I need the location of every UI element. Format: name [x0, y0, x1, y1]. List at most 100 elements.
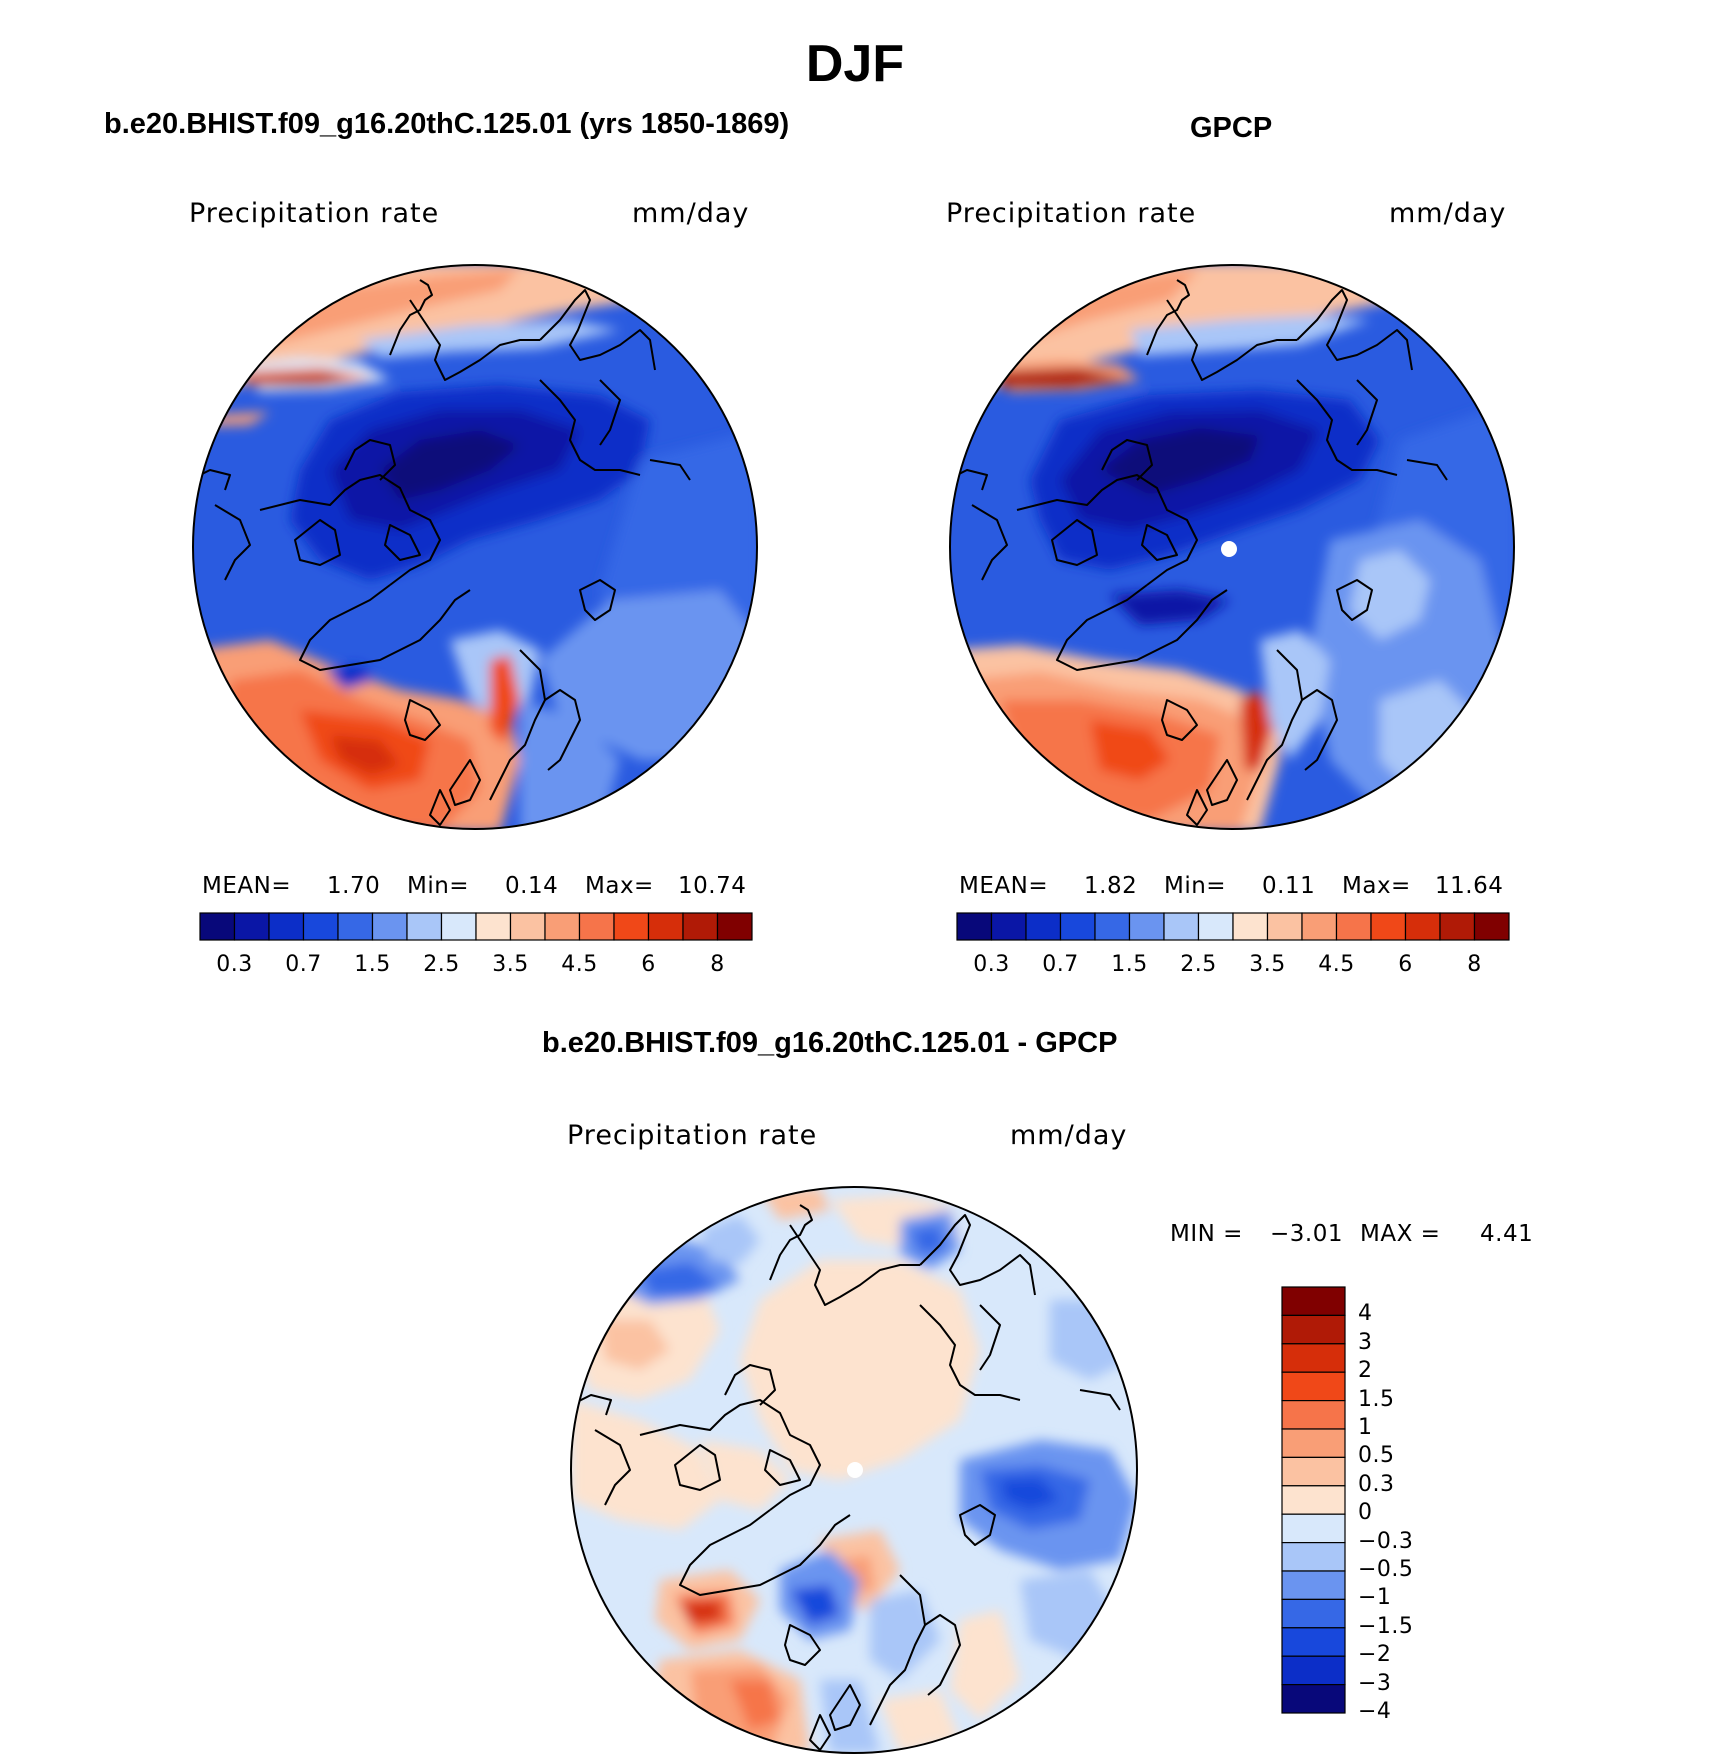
- model-colorbar-box: [613, 912, 650, 941]
- obs-colorbar-box: [1197, 912, 1234, 941]
- obs-colorbar-box: [1370, 912, 1407, 941]
- figure-title: DJF: [805, 35, 905, 93]
- diff-colorbar-tick: −1: [1358, 1585, 1392, 1611]
- diff-colorbar-box: [1281, 1286, 1346, 1316]
- diff-panel-title: b.e20.BHIST.f09_g16.20thC.125.01 - GPCP: [542, 1027, 1118, 1059]
- diff-min-value: −3.01: [1270, 1221, 1343, 1247]
- model-colorbar-box: [233, 912, 270, 941]
- diff-colorbar-tick: −4: [1358, 1699, 1392, 1724]
- diff-colorbar-box: [1281, 1314, 1346, 1345]
- diff-colorbar-box: [1281, 1627, 1346, 1657]
- obs-colorbar-tick: 2.5: [1180, 952, 1217, 977]
- obs-colorbar-box: [1128, 912, 1165, 941]
- model-mean-value: 1.70: [327, 873, 381, 899]
- model-min-label: Min=: [407, 873, 470, 899]
- model-colorbar-box: [475, 912, 512, 941]
- diff-min-label: MIN =: [1170, 1221, 1243, 1247]
- diff-colorbar-tick: 1.5: [1358, 1386, 1395, 1412]
- model-colorbar-tick: 3.5: [492, 952, 529, 977]
- obs-colorbar-box: [1404, 912, 1441, 941]
- obs-colorbar-box: [1232, 912, 1269, 941]
- model-colorbar-box: [268, 912, 305, 941]
- obs-max-label: Max=: [1342, 873, 1411, 899]
- model-colorbar-box: [509, 912, 546, 941]
- model-colorbar-box: [682, 912, 719, 941]
- model-colorbar-box: [440, 912, 477, 941]
- obs-mean-value: 1.82: [1084, 873, 1138, 899]
- obs-panel-title: GPCP: [1190, 112, 1273, 144]
- diff-colorbar-box: [1281, 1428, 1346, 1458]
- diff-colorbar-box: [1281, 1513, 1346, 1544]
- diff-variable-label: Precipitation rate: [567, 1120, 818, 1151]
- diff-colorbar-box: [1281, 1343, 1346, 1373]
- diff-colorbar-box: [1281, 1399, 1346, 1430]
- diff-colorbar-box: [1281, 1655, 1346, 1686]
- obs-colorbar-tick: 1.5: [1111, 952, 1148, 977]
- obs-colorbar-box: [1025, 912, 1062, 941]
- diff-colorbar-tick: −0.5: [1358, 1557, 1414, 1582]
- model-variable-label: Precipitation rate: [189, 198, 440, 229]
- diff-colorbar-tick: 0.3: [1358, 1471, 1395, 1497]
- obs-colorbar-tick: 0.3: [973, 952, 1010, 977]
- diff-colorbar-tick: 0: [1358, 1500, 1373, 1526]
- obs-colorbar-box: [1335, 912, 1372, 941]
- model-colorbar-box: [337, 912, 374, 941]
- obs-colorbar-box: [1059, 912, 1096, 941]
- diff-map-border: [570, 1186, 1138, 1754]
- obs-variable-label: Precipitation rate: [946, 198, 1197, 229]
- diff-colorbar-box: [1281, 1570, 1346, 1600]
- obs-coastlines: [950, 279, 1448, 826]
- obs-map: [949, 264, 1515, 830]
- obs-colorbar-tick: 0.7: [1042, 952, 1079, 977]
- obs-colorbar-box: [990, 912, 1027, 941]
- obs-map-border: [949, 264, 1515, 830]
- model-colorbar-box: [371, 912, 408, 941]
- model-coastlines: [193, 279, 691, 826]
- obs-pole-gap: [1221, 541, 1237, 557]
- diff-colorbar-tick: −3: [1358, 1670, 1392, 1696]
- model-max-label: Max=: [585, 873, 654, 899]
- model-colorbar-tick: 8: [710, 952, 725, 977]
- model-colorbar-box: [716, 912, 753, 941]
- model-colorbar-tick: 4.5: [561, 952, 598, 977]
- obs-min-value: 0.11: [1262, 873, 1316, 899]
- model-colorbar-box: [544, 912, 581, 941]
- model-colorbar-box: [647, 912, 684, 941]
- obs-colorbar-tick: 6: [1398, 952, 1413, 977]
- obs-colorbar-tick: 4.5: [1318, 952, 1355, 977]
- model-map: [192, 264, 758, 830]
- model-colorbar-tick: 0.7: [285, 952, 322, 977]
- model-colorbar-tick: 6: [641, 952, 656, 977]
- model-colorbar-tick: 0.3: [216, 952, 253, 977]
- obs-mean-label: MEAN=: [959, 873, 1049, 899]
- diff-max-value: 4.41: [1480, 1221, 1534, 1247]
- obs-colorbar: [956, 912, 1510, 941]
- diff-colorbar-tick: 3: [1358, 1329, 1373, 1355]
- model-min-value: 0.14: [505, 873, 559, 899]
- diff-map: [570, 1186, 1138, 1754]
- model-colorbar-box: [406, 912, 443, 941]
- diff-colorbar-tick: 1: [1358, 1415, 1373, 1440]
- diff-colorbar-box: [1281, 1485, 1346, 1515]
- obs-colorbar-tick: 3.5: [1249, 952, 1286, 977]
- diff-max-label: MAX =: [1360, 1221, 1441, 1247]
- diff-colorbar-box: [1281, 1371, 1346, 1402]
- diff-colorbar-box: [1281, 1541, 1346, 1572]
- model-colorbar-box: [578, 912, 615, 941]
- obs-colorbar-tick: 8: [1467, 952, 1482, 977]
- diff-colorbar-tick: −0.3: [1358, 1528, 1414, 1554]
- diff-pole-gap: [847, 1462, 863, 1478]
- diff-colorbar-box: [1281, 1598, 1346, 1629]
- model-colorbar-tick: 1.5: [354, 952, 391, 977]
- diff-colorbar-box: [1281, 1456, 1346, 1487]
- obs-units-label: mm/day: [1389, 198, 1507, 229]
- model-colorbar-box: [302, 912, 339, 941]
- diff-colorbar-tick: 0.5: [1358, 1443, 1395, 1469]
- diff-colorbar-tick: −2: [1358, 1642, 1392, 1668]
- model-max-value: 10.74: [678, 873, 747, 899]
- diff-colorbar-tick: 2: [1358, 1358, 1373, 1384]
- obs-colorbar-box: [1439, 912, 1476, 941]
- obs-min-label: Min=: [1164, 873, 1227, 899]
- diff-colorbar-tick: 4: [1358, 1301, 1373, 1327]
